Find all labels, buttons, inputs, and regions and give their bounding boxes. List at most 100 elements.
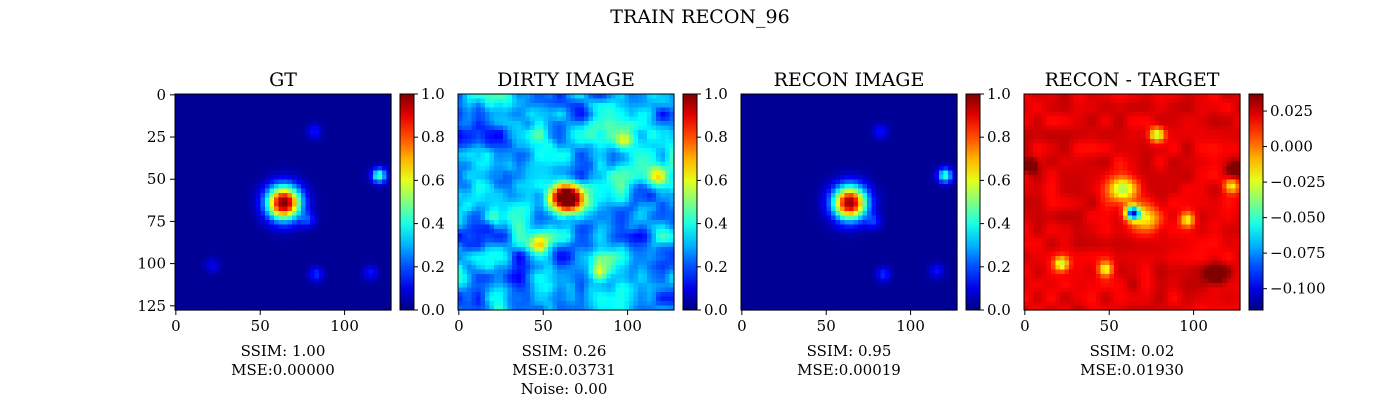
heatmap-cell bbox=[296, 175, 302, 181]
heatmap-cell bbox=[543, 103, 549, 109]
heatmap-cell bbox=[570, 251, 576, 257]
heatmap-cell bbox=[346, 301, 352, 307]
heatmap-cell bbox=[332, 260, 338, 266]
heatmap-cell bbox=[638, 233, 644, 239]
heatmap-cell bbox=[382, 107, 388, 113]
heatmap-cell bbox=[359, 112, 365, 118]
heatmap-cell bbox=[575, 220, 581, 226]
heatmap-cell bbox=[319, 193, 325, 199]
heatmap-cell bbox=[283, 206, 289, 212]
heatmap-cell bbox=[642, 179, 648, 185]
heatmap-cell bbox=[242, 125, 248, 131]
heatmap-cell bbox=[287, 229, 293, 235]
heatmap-cell bbox=[247, 202, 253, 208]
heatmap-cell bbox=[341, 116, 347, 122]
heatmap-cell bbox=[665, 130, 671, 136]
heatmap-cell bbox=[552, 184, 558, 190]
heatmap-cell bbox=[287, 188, 293, 194]
heatmap-cell bbox=[238, 143, 244, 149]
heatmap-cell bbox=[184, 301, 190, 307]
heatmap-cell bbox=[660, 220, 666, 226]
heatmap-cell bbox=[651, 152, 657, 158]
heatmap-cell bbox=[745, 107, 751, 113]
heatmap-cell bbox=[588, 301, 594, 307]
heatmap-cell bbox=[274, 193, 280, 199]
heatmap-cell bbox=[620, 260, 626, 266]
heatmap-cell bbox=[359, 170, 365, 176]
heatmap-cell bbox=[355, 125, 361, 131]
heatmap-cell bbox=[651, 103, 657, 109]
heatmap-cell bbox=[310, 134, 316, 140]
heatmap-cell bbox=[476, 283, 482, 289]
heatmap-cell bbox=[355, 175, 361, 181]
heatmap-cell bbox=[202, 278, 208, 284]
heatmap-cell bbox=[584, 197, 590, 203]
heatmap-cell bbox=[745, 121, 751, 127]
heatmap-cell bbox=[858, 121, 864, 127]
heatmap-cell bbox=[575, 274, 581, 280]
heatmap-cell bbox=[341, 220, 347, 226]
heatmap-cell bbox=[359, 157, 365, 163]
heatmap-cell bbox=[296, 269, 302, 275]
heatmap-cell bbox=[471, 224, 477, 230]
heatmap-cell bbox=[274, 139, 280, 145]
heatmap-cell bbox=[310, 139, 316, 145]
heatmap-cell bbox=[251, 256, 257, 262]
heatmap-cell bbox=[557, 175, 563, 181]
heatmap-cell bbox=[561, 98, 567, 104]
heatmap-cell bbox=[624, 265, 630, 271]
heatmap-cell bbox=[503, 278, 509, 284]
heatmap-cell bbox=[647, 112, 653, 118]
heatmap-cell bbox=[341, 175, 347, 181]
heatmap-cell bbox=[274, 143, 280, 149]
heatmap-cell bbox=[507, 305, 513, 311]
heatmap-cell bbox=[480, 188, 486, 194]
heatmap-cell bbox=[525, 224, 531, 230]
heatmap-cell bbox=[305, 161, 311, 167]
heatmap-cell bbox=[606, 256, 612, 262]
heatmap-cell bbox=[355, 197, 361, 203]
heatmap-cell bbox=[346, 242, 352, 248]
heatmap-cell bbox=[202, 152, 208, 158]
heatmap-cell bbox=[516, 292, 522, 298]
heatmap-cell bbox=[651, 292, 657, 298]
heatmap-cell bbox=[561, 94, 567, 100]
heatmap-cell bbox=[525, 251, 531, 257]
heatmap-cell bbox=[184, 265, 190, 271]
heatmap-cell bbox=[341, 157, 347, 163]
heatmap-cell bbox=[283, 292, 289, 298]
heatmap-cell bbox=[328, 157, 334, 163]
heatmap-cell bbox=[251, 278, 257, 284]
heatmap-cell bbox=[611, 193, 617, 199]
heatmap-cell bbox=[301, 287, 307, 293]
heatmap-cell bbox=[543, 94, 549, 100]
heatmap-cell bbox=[206, 188, 212, 194]
heatmap-cell bbox=[642, 139, 648, 145]
heatmap-cell bbox=[458, 125, 464, 131]
heatmap-cell bbox=[368, 130, 374, 136]
heatmap-cell bbox=[530, 125, 536, 131]
heatmap-cell bbox=[552, 188, 558, 194]
heatmap-cell bbox=[310, 202, 316, 208]
heatmap-cell bbox=[283, 287, 289, 293]
heatmap-cell bbox=[251, 206, 257, 212]
heatmap-cell bbox=[638, 238, 644, 244]
heatmap-cell bbox=[368, 269, 374, 275]
heatmap-cell bbox=[588, 143, 594, 149]
heatmap-cell bbox=[862, 103, 868, 109]
heatmap-cell bbox=[319, 301, 325, 307]
heatmap-cell bbox=[269, 256, 275, 262]
heatmap-cell bbox=[548, 143, 554, 149]
heatmap-cell bbox=[377, 256, 383, 262]
heatmap-cell bbox=[813, 107, 819, 113]
heatmap-cell bbox=[220, 134, 226, 140]
heatmap-cell bbox=[485, 157, 491, 163]
heatmap-cell bbox=[260, 197, 266, 203]
heatmap-cell bbox=[296, 251, 302, 257]
heatmap-cell bbox=[467, 256, 473, 262]
heatmap-cell bbox=[224, 274, 230, 280]
heatmap-cell bbox=[557, 103, 563, 109]
heatmap-cell bbox=[570, 274, 576, 280]
heatmap-cell bbox=[512, 125, 518, 131]
heatmap-cell bbox=[647, 220, 653, 226]
